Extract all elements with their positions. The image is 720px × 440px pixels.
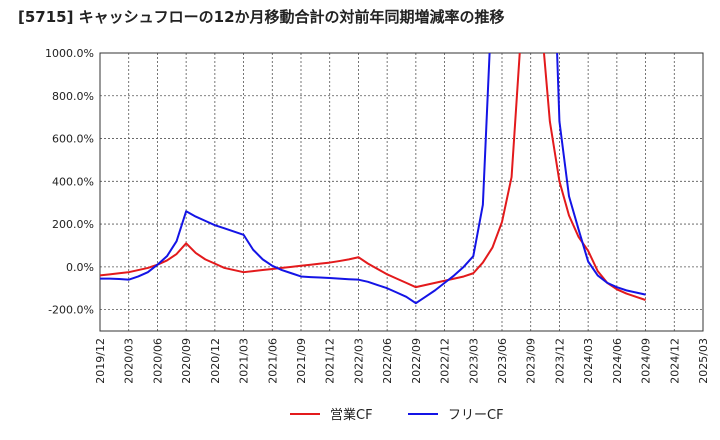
- x-tick-label: 2021/12: [324, 338, 337, 384]
- x-tick-label: 2022/06: [381, 338, 394, 384]
- x-tick-label: 2024/09: [640, 338, 653, 384]
- grid: [99, 52, 704, 331]
- y-tick-label: 800.0%: [52, 90, 94, 103]
- plot-area: [99, 52, 704, 332]
- x-tick-label: 2021/06: [266, 338, 279, 384]
- x-axis: 2019/12 2020/03 2020/06 2020/09 2020/12 2021/…: [94, 338, 710, 384]
- x-tick-label: 2024/06: [611, 338, 624, 384]
- legend-label: 営業CF: [330, 407, 373, 423]
- x-tick-label: 2023/03: [467, 338, 480, 384]
- x-tick-label: 2021/09: [295, 338, 308, 384]
- x-tick-label: 2019/12: [94, 338, 107, 384]
- x-tick-label: 2020/06: [151, 338, 164, 384]
- x-tick-label: 2023/12: [553, 338, 566, 384]
- x-tick-label: 2023/09: [525, 338, 538, 384]
- y-tick-label: 0.0%: [66, 261, 94, 274]
- x-tick-label: 2022/09: [410, 338, 423, 384]
- x-tick-label: 2022/03: [352, 338, 365, 384]
- y-tick-label: 200.0%: [52, 218, 94, 231]
- chart-title: [5715] キャッシュフローの12か月移動合計の対前年同期増減率の推移: [18, 8, 505, 26]
- legend: 営業CF フリーCF: [290, 407, 504, 423]
- y-tick-label: 600.0%: [52, 133, 94, 146]
- x-tick-label: 2023/06: [496, 338, 509, 384]
- x-tick-label: 2025/03: [697, 338, 710, 384]
- x-tick-label: 2021/03: [238, 338, 251, 384]
- series-layer: [100, 53, 646, 305]
- x-tick-label: 2022/12: [439, 338, 452, 384]
- y-tick-label: 400.0%: [52, 175, 94, 188]
- series-line-operating-cf: [100, 53, 646, 301]
- y-tick-label: -200.0%: [48, 304, 94, 317]
- x-tick-label: 2024/12: [668, 338, 681, 384]
- series-line-free-cf: [100, 53, 646, 305]
- x-tick-label: 2020/09: [180, 338, 193, 384]
- legend-label: フリーCF: [448, 408, 504, 423]
- x-tick-label: 2020/12: [209, 338, 222, 384]
- y-axis: -200.0% 0.0% 200.0% 400.0% 600.0% 800.0% 1000.…: [45, 47, 94, 317]
- x-tick-label: 2020/03: [123, 338, 136, 384]
- x-tick-label: 2024/03: [582, 338, 595, 384]
- y-tick-label: 1000.0%: [45, 47, 94, 60]
